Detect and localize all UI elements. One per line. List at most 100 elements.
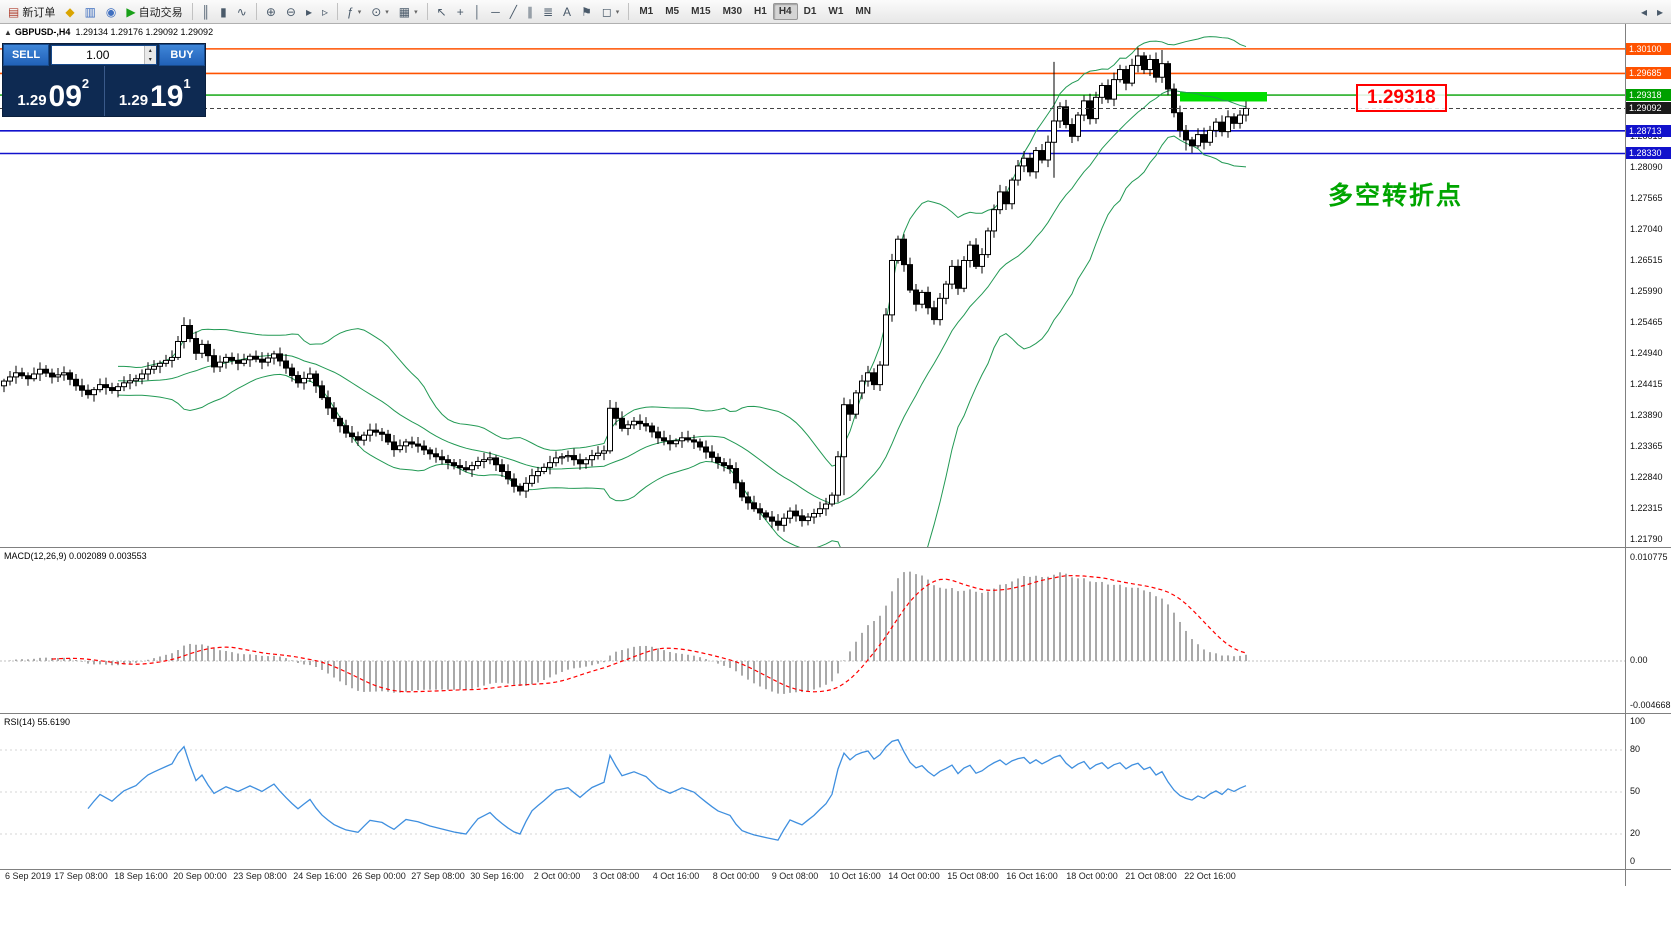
vertical-line-button[interactable]: │ [469, 1, 487, 22]
volume-spinner: ▴ ▾ [143, 46, 156, 64]
templates-button[interactable]: ▦ ▾ [394, 1, 423, 22]
shapes-button[interactable]: ◻ ▾ [597, 1, 624, 22]
one-click-trading-panel: SELL ▴ ▾ BUY 1.29 09 2 1.29 19 1 [2, 43, 206, 117]
horizontal-level-lines [0, 48, 1625, 155]
rsi-indicator-canvas[interactable] [0, 714, 1625, 868]
fibonacci-button[interactable]: ≣ [538, 1, 558, 22]
volume-up-button[interactable]: ▴ [144, 46, 156, 55]
equidistant-channel-icon: ∥ [526, 4, 533, 19]
time-axis-label: 23 Sep 08:00 [233, 871, 287, 881]
rsi-indicator-label: RSI(14) 55.6190 [4, 717, 71, 727]
toolbar: ▤ 新订单 ◆ ▥ ◉ ▶ 自动交易 ║ ▮ ∿ ⊕ ⊖ ▸ ▹ ƒ ▾ ⊙ ▾ ▦ ▾ ↖ + │ ─ ╱ ∥ ≣ A ⚑ ◻ ▾ M1 M5… [0, 0, 1671, 24]
trendline-button[interactable]: ╱ [505, 1, 522, 22]
current-price-label: 1.29092 [1626, 102, 1671, 114]
market-watch-button[interactable]: ▥ [80, 1, 101, 22]
time-axis-label: 6 Sep 2019 [4, 871, 52, 881]
timeframe-mn-button[interactable]: MN [849, 3, 877, 20]
macd-indicator-label: MACD(12,26,9) 0.002089 0.003553 [4, 551, 147, 561]
price-callout-label: 1.29318 [1356, 84, 1447, 112]
macd-indicator-canvas[interactable] [0, 548, 1625, 712]
toolbar-separator [337, 3, 339, 20]
horizontal-line-button[interactable]: ─ [486, 1, 505, 22]
tick-chart-icon: ◆ [65, 4, 75, 19]
sell-price[interactable]: 1.29 09 2 [3, 66, 104, 116]
periods-button[interactable]: ⊙ ▾ [366, 1, 394, 22]
toolbar-overflow-left-button[interactable]: ◂ [1636, 1, 1652, 22]
time-axis-label: 22 Oct 16:00 [1184, 871, 1236, 881]
zoom-out-button[interactable]: ⊖ [281, 1, 301, 22]
zoom-out-icon: ⊖ [285, 4, 296, 19]
auto-scroll-button[interactable]: ▸ [301, 1, 317, 22]
price-tick-label: 1.23890 [1630, 410, 1663, 420]
timeframe-m15-button[interactable]: M15 [685, 3, 716, 20]
market-watch-icon: ▥ [84, 4, 96, 19]
dropdown-arrow-icon: ▾ [414, 8, 418, 16]
crosshair-button[interactable]: + [452, 1, 469, 22]
time-axis[interactable]: 6 Sep 2019 17 Sep 08:00 18 Sep 16:00 20 Sep… [0, 871, 1625, 885]
candles [1, 47, 1249, 532]
time-axis-label: 16 Oct 16:00 [1006, 871, 1058, 881]
main-chart-canvas[interactable] [0, 24, 1625, 547]
rsi-scale-label: 0 [1630, 856, 1636, 866]
price-tick-label: 1.24415 [1630, 379, 1663, 389]
bar-chart-icon: ║ [201, 4, 211, 19]
buy-button[interactable]: BUY [159, 44, 205, 66]
bar-chart-button[interactable]: ║ [197, 1, 216, 22]
new-order-button[interactable]: ▤ 新订单 [3, 1, 60, 22]
zoom-in-button[interactable]: ⊕ [261, 1, 281, 22]
panel-separator[interactable] [0, 547, 1671, 548]
highlight-rectangle [1180, 92, 1267, 102]
chart-note-text: 多空转折点 [1328, 182, 1464, 210]
price-tick-label: 1.25990 [1630, 286, 1663, 296]
timeframe-m1-button[interactable]: M1 [633, 3, 659, 20]
indicators-button[interactable]: ƒ ▾ [342, 1, 366, 22]
macd-histogram [9, 571, 1247, 694]
sell-button[interactable]: SELL [3, 44, 49, 66]
timeframe-h1-button[interactable]: H1 [748, 3, 773, 20]
shapes-icon: ◻ [601, 4, 612, 19]
line-chart-button[interactable]: ∿ [232, 1, 252, 22]
time-axis-label: 27 Sep 08:00 [411, 871, 465, 881]
timeframe-h4-button[interactable]: H4 [772, 3, 798, 20]
new-order-button-label: 新订单 [22, 6, 56, 19]
sell-price-base: 1.29 [17, 92, 47, 109]
text-label-button[interactable]: ⚑ [576, 1, 597, 22]
macd-scale-label: 0.00 [1630, 655, 1648, 665]
time-axis-label: 18 Oct 00:00 [1066, 871, 1118, 881]
sell-price-pips: 09 [48, 79, 82, 113]
price-tick-label: 1.26515 [1630, 255, 1663, 265]
collapse-trade-panel-icon[interactable]: ▲ [4, 28, 12, 37]
price-tick-label: 1.23365 [1630, 441, 1663, 451]
text-button[interactable]: A [558, 1, 576, 22]
fibonacci-icon: ≣ [542, 4, 554, 19]
volume-input[interactable] [52, 46, 144, 64]
timeframe-m5-button[interactable]: M5 [659, 3, 685, 20]
candlestick-chart-icon: ▮ [220, 4, 227, 19]
candlestick-chart-button[interactable]: ▮ [215, 1, 232, 22]
rsi-scale-label: 20 [1630, 828, 1641, 838]
timeframe-m30-button[interactable]: M30 [717, 3, 748, 20]
auto-trading-button[interactable]: ▶ 自动交易 [121, 1, 187, 22]
time-axis-label: 24 Sep 16:00 [293, 871, 347, 881]
indicators-icon: ƒ [347, 4, 354, 19]
timeframe-w1-button[interactable]: W1 [822, 3, 849, 20]
toolbar-overflow-right-button[interactable]: ▸ [1652, 1, 1668, 22]
auto-trading-button-label: 自动交易 [138, 6, 183, 19]
tick-chart-button[interactable]: ◆ [60, 1, 79, 22]
navigator-button[interactable]: ◉ [101, 1, 121, 22]
equidistant-channel-button[interactable]: ∥ [522, 1, 538, 22]
volume-down-button[interactable]: ▾ [144, 55, 156, 64]
buy-price[interactable]: 1.29 19 1 [103, 66, 206, 116]
price-axis[interactable]: 1.286151.280901.275651.270401.265151.259… [1625, 24, 1671, 886]
macd-scale-label: 0.010775 [1630, 552, 1668, 562]
panel-separator[interactable] [0, 713, 1671, 714]
crosshair-icon: + [456, 4, 464, 19]
horizontal-line-icon: ─ [491, 4, 500, 19]
timeframe-d1-button[interactable]: D1 [798, 3, 823, 20]
buy-price-pips: 19 [150, 79, 184, 113]
chart-shift-button[interactable]: ▹ [317, 1, 333, 22]
time-axis-label: 2 Oct 00:00 [533, 871, 581, 881]
time-axis-label: 3 Oct 08:00 [592, 871, 640, 881]
cursor-button[interactable]: ↖ [432, 1, 452, 22]
rsi-scale-label: 80 [1630, 744, 1641, 754]
